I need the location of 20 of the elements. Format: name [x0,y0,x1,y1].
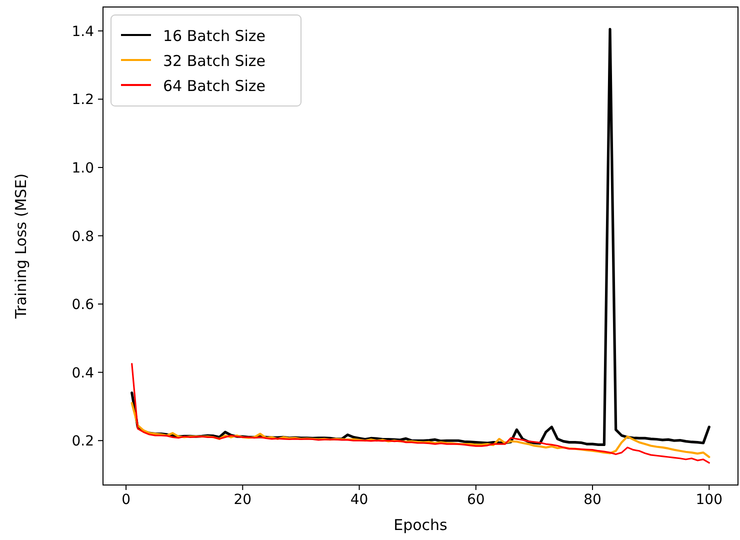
y-tick-label: 1.2 [72,92,94,108]
x-tick-label: 40 [350,492,368,508]
x-axis-title: Epochs [394,516,448,534]
x-tick-label: 80 [584,492,602,508]
legend-label: 32 Batch Size [163,52,266,70]
legend-label: 64 Batch Size [163,77,266,95]
line-series [131,362,710,464]
line-series [130,402,710,458]
legend-label: 16 Batch Size [163,27,266,45]
x-tick-label: 100 [696,492,723,508]
y-tick-label: 0.2 [72,434,94,450]
x-tick-label: 20 [234,492,252,508]
y-tick-label: 0.4 [72,365,94,382]
x-tick-label: 0 [122,492,130,508]
y-axis-title: Training Loss (MSE) [12,173,30,320]
y-tick-label: 1.0 [72,160,94,176]
x-tick-label: 60 [466,492,485,508]
y-tick-label: 1.4 [72,24,94,40]
y-tick-label: 0.8 [72,228,94,245]
y-tick-label: 0.6 [72,297,94,314]
